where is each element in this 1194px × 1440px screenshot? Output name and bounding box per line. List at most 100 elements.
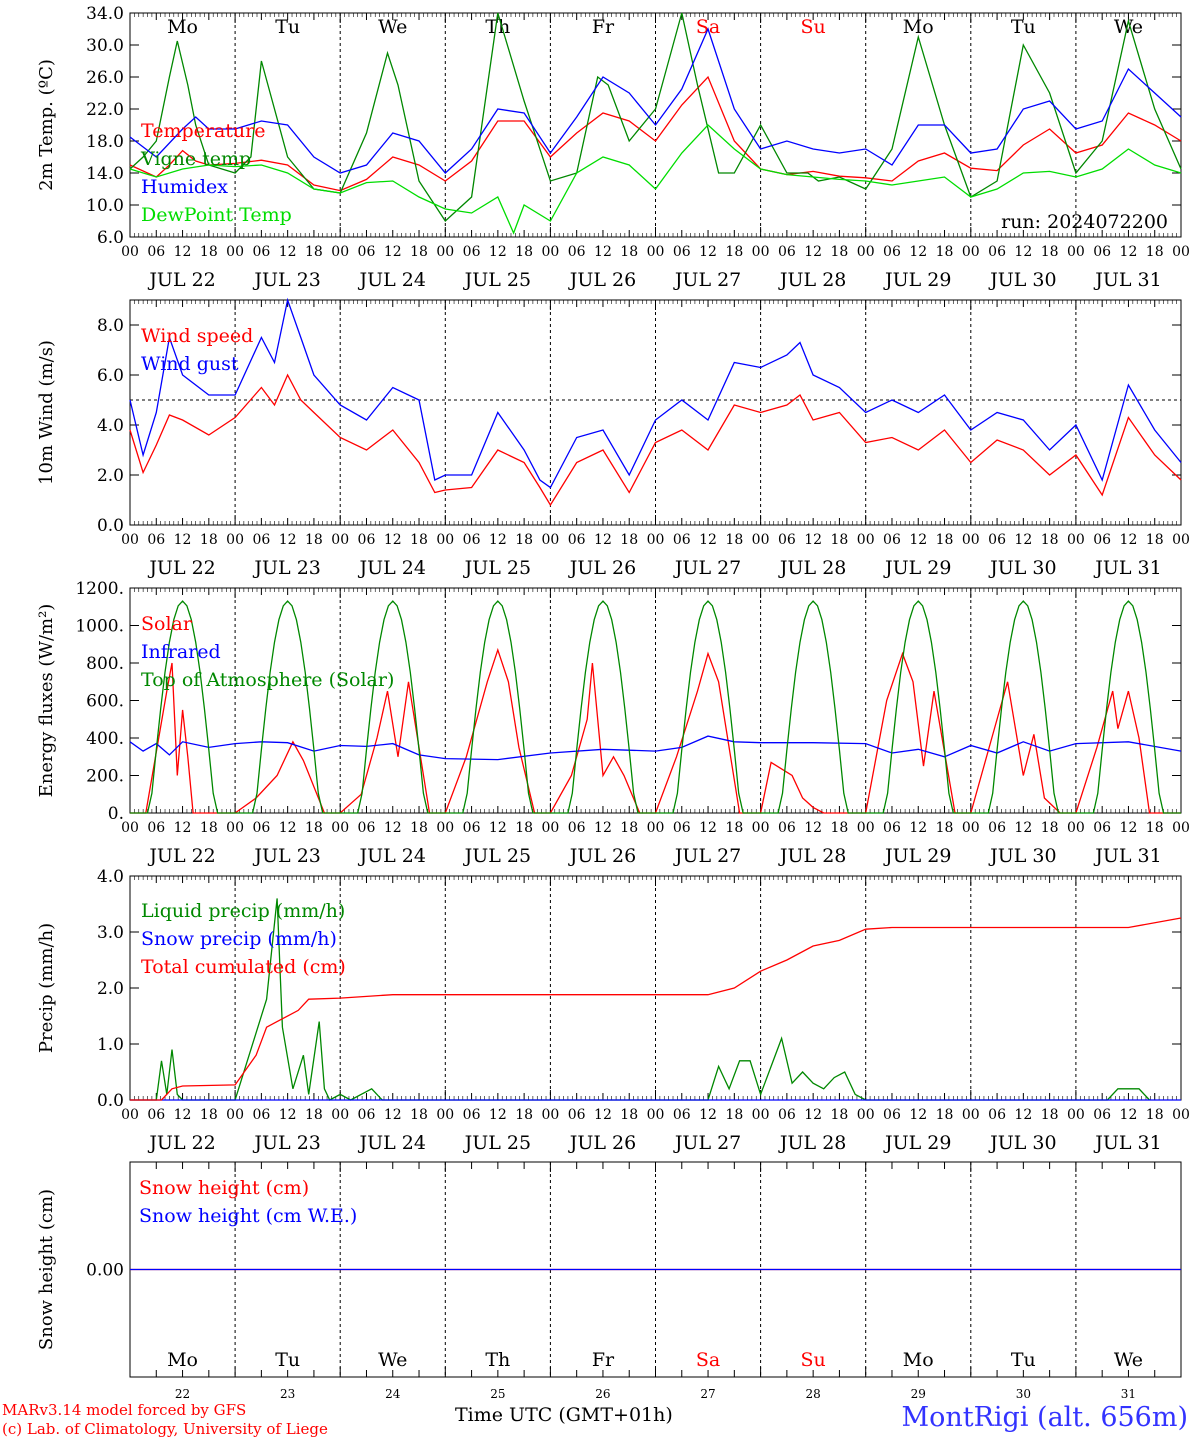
legend-entry: Solar <box>141 613 193 635</box>
series-top-of-atmosphere-solar-line <box>130 600 1181 814</box>
y-tick-label: 1000. <box>75 617 124 637</box>
y-tick-label: 4.0 <box>97 867 124 887</box>
date-label: JUL 26 <box>568 845 636 867</box>
hour-label: 06 <box>988 1107 1006 1123</box>
hour-label: 00 <box>331 820 349 836</box>
date-label: JUL 24 <box>358 1132 426 1154</box>
date-label: JUL 30 <box>988 557 1056 579</box>
hour-label: 12 <box>174 532 192 548</box>
hour-label: 18 <box>200 244 218 260</box>
hour-label: 06 <box>358 244 376 260</box>
day-number-label: 29 <box>911 1387 926 1401</box>
date-label: JUL 31 <box>1093 269 1161 291</box>
hour-label: 12 <box>1120 820 1138 836</box>
hour-label: 12 <box>1120 244 1138 260</box>
hour-label: 12 <box>699 820 717 836</box>
hour-label: 12 <box>594 820 612 836</box>
hour-label: 12 <box>804 1107 822 1123</box>
date-label: JUL 24 <box>358 845 426 867</box>
legend-entry: Snow height (cm) <box>139 1177 309 1199</box>
legend-entry: DewPoint Temp <box>141 204 292 226</box>
hour-label: 06 <box>778 820 796 836</box>
hour-label: 12 <box>174 1107 192 1123</box>
day-number-label: 25 <box>490 1387 505 1401</box>
legend-entry: Infrared <box>141 641 221 663</box>
hour-label: 00 <box>121 244 139 260</box>
hour-label: 06 <box>463 532 481 548</box>
hour-label: 06 <box>1093 244 1111 260</box>
hour-label: 12 <box>909 820 927 836</box>
weekday-label: Sa <box>696 16 720 38</box>
hour-label: 18 <box>831 1107 849 1123</box>
hour-label: 06 <box>1093 820 1111 836</box>
date-label: JUL 29 <box>883 269 951 291</box>
hour-label: 00 <box>647 532 665 548</box>
hour-label: 00 <box>436 244 454 260</box>
date-label: JUL 29 <box>883 845 951 867</box>
hour-label: 12 <box>909 244 927 260</box>
hour-label: 18 <box>725 244 743 260</box>
weekday-label: Fr <box>592 1349 615 1371</box>
hour-label: 06 <box>252 532 270 548</box>
hour-label: 18 <box>1041 532 1059 548</box>
hour-label: 06 <box>463 820 481 836</box>
hour-label: 00 <box>752 1107 770 1123</box>
date-label: JUL 29 <box>883 557 951 579</box>
hour-label: 18 <box>305 820 323 836</box>
hour-label: 00 <box>331 244 349 260</box>
y-tick-label: 0.0 <box>97 1091 124 1111</box>
hour-label: 12 <box>594 532 612 548</box>
hour-label: 00 <box>962 244 980 260</box>
date-label: JUL 31 <box>1093 1132 1161 1154</box>
weekday-label: Tu <box>275 16 300 38</box>
hour-label: 18 <box>1146 820 1164 836</box>
y-tick-label: 3.0 <box>97 923 124 943</box>
hour-label: 06 <box>883 820 901 836</box>
hour-label: 18 <box>1146 1107 1164 1123</box>
hour-label: 00 <box>1172 244 1190 260</box>
date-label: JUL 22 <box>147 269 215 291</box>
hour-label: 00 <box>436 532 454 548</box>
series-dewpoint-temp-line <box>129 124 1182 235</box>
model-credit: MARv3.14 model forced by GFS <box>2 1401 247 1419</box>
weekday-label: Mo <box>903 16 934 38</box>
hour-label: 00 <box>226 820 244 836</box>
hour-label: 06 <box>252 820 270 836</box>
date-label: JUL 31 <box>1093 845 1161 867</box>
hour-label: 18 <box>725 820 743 836</box>
weekday-label: Fr <box>592 16 615 38</box>
date-label: JUL 23 <box>252 1132 320 1154</box>
date-label: JUL 27 <box>673 845 741 867</box>
date-label: JUL 27 <box>673 557 741 579</box>
hour-label: 00 <box>541 1107 559 1123</box>
date-label: JUL 24 <box>358 557 426 579</box>
hour-label: 00 <box>226 532 244 548</box>
run-annotation: run: 2024072200 <box>1001 211 1168 233</box>
hour-label: 12 <box>699 244 717 260</box>
hour-label: 18 <box>936 244 954 260</box>
hour-label: 06 <box>883 1107 901 1123</box>
hour-label: 18 <box>620 820 638 836</box>
hour-label: 06 <box>358 1107 376 1123</box>
date-label: JUL 25 <box>463 269 531 291</box>
y-tick-label: 8.0 <box>97 316 124 336</box>
legend-entry: Vigne temp <box>140 148 251 170</box>
legend-entry: Temperature <box>141 120 265 142</box>
hour-label: 06 <box>147 244 165 260</box>
hour-label: 18 <box>515 820 533 836</box>
hour-label: 18 <box>620 1107 638 1123</box>
hour-label: 00 <box>1067 532 1085 548</box>
date-label: JUL 25 <box>463 845 531 867</box>
hour-label: 00 <box>331 1107 349 1123</box>
weekday-label: Mo <box>167 16 198 38</box>
hour-label: 18 <box>936 1107 954 1123</box>
date-label: JUL 23 <box>252 269 320 291</box>
hour-label: 00 <box>857 1107 875 1123</box>
weekday-label: Tu <box>1011 16 1036 38</box>
hour-label: 12 <box>909 532 927 548</box>
hour-label: 06 <box>778 244 796 260</box>
hour-label: 00 <box>226 244 244 260</box>
hour-label: 06 <box>988 820 1006 836</box>
hour-label: 06 <box>883 244 901 260</box>
